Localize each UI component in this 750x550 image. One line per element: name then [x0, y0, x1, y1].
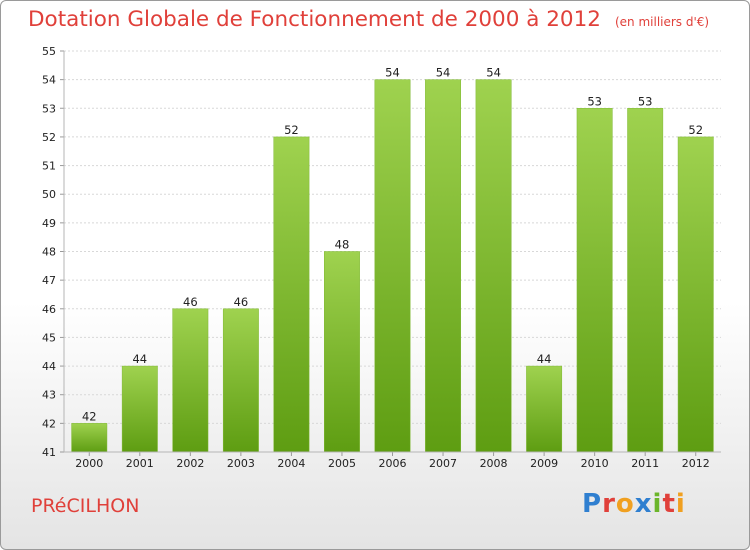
y-tick-label: 45	[42, 331, 56, 344]
data-label: 52	[688, 123, 703, 137]
title-unit: (en milliers d'€)	[614, 15, 710, 29]
bar	[121, 365, 158, 453]
logo-letter: t	[662, 489, 676, 519]
logo-letter: i	[652, 489, 663, 519]
x-tick-label: 2002	[176, 457, 204, 470]
x-tick-label: 2003	[227, 457, 255, 470]
bar	[71, 423, 108, 453]
data-label: 42	[82, 409, 97, 423]
bar	[627, 108, 664, 453]
y-tick-label: 44	[42, 360, 56, 373]
y-tick-label: 51	[42, 160, 56, 173]
y-tick-label: 52	[42, 131, 56, 144]
bar	[374, 79, 411, 453]
bar	[273, 136, 310, 453]
y-tick-label: 46	[42, 303, 56, 316]
y-tick-label: 54	[42, 74, 56, 87]
y-tick-label: 48	[42, 246, 56, 259]
y-tick-label: 55	[42, 45, 56, 58]
y-tick-label: 42	[42, 417, 56, 430]
data-label: 48	[335, 238, 350, 252]
y-tick-label: 41	[42, 446, 56, 459]
logo-letter: r	[602, 489, 616, 519]
x-tick-label: 2008	[480, 457, 508, 470]
data-label: 46	[234, 295, 249, 309]
title-main: Dotation Globale de Fonctionnement de 20…	[28, 7, 601, 32]
data-label: 53	[587, 94, 602, 108]
y-tick-label: 53	[42, 102, 56, 115]
logo-letter: i	[675, 489, 686, 519]
commune-name: PRéCILHON	[31, 495, 140, 517]
y-tick-label: 49	[42, 217, 56, 230]
bars	[71, 79, 714, 453]
data-label: 53	[638, 94, 653, 108]
x-tick-label: 2012	[682, 457, 710, 470]
value-labels: 42 44 46 46 52 48 54 54 54 44 53 53 52	[82, 66, 703, 424]
x-axis-ticks: 2000 2001 2002 2003 2004 2005 2006 2007 2008 2009…	[75, 452, 710, 470]
data-label: 52	[284, 123, 299, 137]
y-tick-label: 50	[42, 188, 56, 201]
logo-letter: x	[634, 489, 653, 519]
x-tick-label: 2004	[277, 457, 305, 470]
bar	[222, 308, 259, 453]
bar	[475, 79, 512, 453]
data-label: 54	[385, 66, 400, 80]
x-tick-label: 2007	[429, 457, 457, 470]
logo-letter: o	[615, 489, 635, 519]
data-label: 44	[132, 352, 147, 366]
y-axis-ticks: 41 42 43 44 45 46 47 48 49 50 51 52 53 54 55	[42, 45, 64, 459]
x-tick-label: 2010	[581, 457, 609, 470]
y-tick-label: 47	[42, 274, 56, 287]
x-tick-label: 2005	[328, 457, 356, 470]
x-tick-label: 2011	[631, 457, 659, 470]
data-label: 54	[436, 66, 451, 80]
y-tick-label: 43	[42, 389, 56, 402]
bar	[172, 308, 209, 453]
bar	[526, 365, 563, 453]
data-label: 54	[486, 66, 501, 80]
bar	[576, 108, 613, 453]
bar	[324, 251, 360, 453]
x-tick-label: 2009	[530, 457, 558, 470]
x-tick-label: 2000	[75, 457, 103, 470]
data-label: 46	[183, 295, 198, 309]
logo-letter: P	[582, 489, 603, 519]
proxiti-logo: Proxiti	[582, 489, 686, 519]
bar	[425, 79, 461, 453]
x-tick-label: 2001	[126, 457, 154, 470]
chart-title: Dotation Globale de Fonctionnement de 20…	[28, 7, 709, 32]
x-tick-label: 2006	[379, 457, 407, 470]
data-label: 44	[537, 352, 552, 366]
bar	[677, 136, 714, 453]
